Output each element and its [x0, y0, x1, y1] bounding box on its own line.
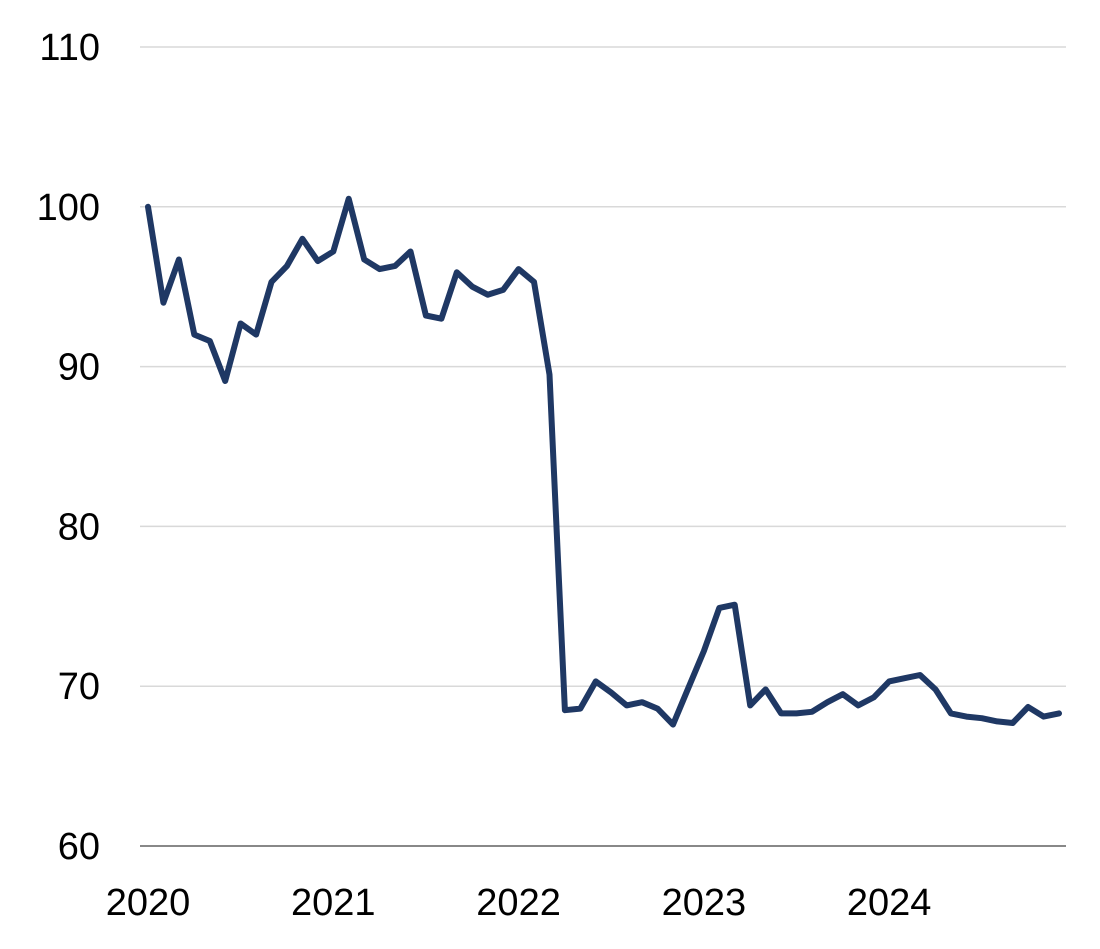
x-tick-label: 2023 — [662, 882, 747, 924]
x-tick-label: 2020 — [106, 882, 191, 924]
series-line-0 — [145, 195, 1062, 728]
series-group — [145, 195, 1062, 728]
y-tick-label: 70 — [58, 666, 100, 708]
x-tick-label: 2024 — [847, 882, 932, 924]
gridlines — [140, 46, 1066, 687]
y-tick-label: 110 — [39, 27, 100, 69]
x-tick-label: 2022 — [476, 882, 561, 924]
y-axis-tick-labels: 60 70 80 90 100 110 — [37, 27, 100, 868]
y-tick-label: 100 — [37, 187, 100, 229]
y-tick-label: 60 — [58, 826, 100, 868]
y-tick-label: 80 — [58, 506, 100, 548]
x-axis-tick-labels: 2020 2021 2022 2023 2024 — [106, 882, 932, 924]
x-tick-label: 2021 — [291, 882, 376, 924]
y-tick-label: 90 — [58, 347, 100, 389]
